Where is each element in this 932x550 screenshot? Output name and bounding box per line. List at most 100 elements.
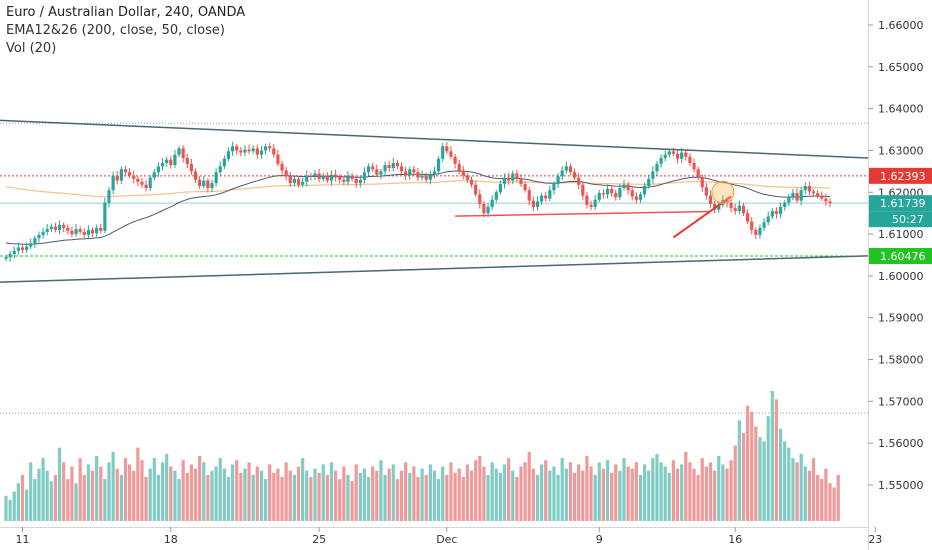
- candle-body: [465, 175, 470, 180]
- candle-body: [605, 188, 610, 195]
- volume-bar: [317, 472, 321, 521]
- time-tick-label: 9: [596, 533, 603, 546]
- volume-bar: [811, 458, 816, 521]
- candle-body: [366, 166, 371, 173]
- volume-bar: [391, 464, 395, 521]
- candle-body: [474, 184, 478, 195]
- volume-bar: [519, 466, 523, 521]
- candle-body: [783, 202, 787, 207]
- candle-body: [181, 148, 185, 158]
- candle-body: [741, 205, 746, 214]
- volume-bar: [128, 464, 132, 521]
- candle-body: [585, 195, 589, 205]
- candle-body: [704, 187, 708, 196]
- volume-bar: [74, 483, 78, 521]
- volume-bar: [329, 462, 334, 521]
- time-tick-label: 25: [312, 533, 326, 546]
- candle-body: [119, 169, 123, 181]
- volume-bar: [428, 464, 432, 521]
- candle-body: [494, 192, 498, 200]
- volume-bar: [412, 466, 416, 521]
- candle-body: [408, 169, 412, 176]
- candle-body: [66, 227, 70, 231]
- candle-body: [41, 232, 45, 235]
- volume-bar: [53, 474, 58, 521]
- volume-bar: [49, 481, 53, 521]
- candle-body: [762, 222, 766, 228]
- volume-bar: [342, 466, 346, 521]
- candle-body: [437, 158, 441, 172]
- volume-bar: [774, 399, 779, 521]
- candle-body: [25, 246, 29, 250]
- price-tick-label: 1.57000: [878, 395, 924, 408]
- candle-body: [95, 227, 99, 234]
- volume-bar: [404, 462, 408, 521]
- volume-bar: [235, 460, 239, 521]
- price-tick-label: 1.55000: [878, 479, 924, 492]
- candle-body: [90, 229, 95, 234]
- volume-bar: [684, 451, 688, 521]
- volume-bar: [86, 464, 90, 521]
- volume-bar: [181, 460, 185, 521]
- volume-bar: [140, 460, 144, 521]
- candle-body: [399, 166, 404, 172]
- volume-bar: [577, 464, 581, 521]
- candle-body: [593, 199, 597, 207]
- volume-indicator-label: Vol (20): [6, 41, 57, 56]
- candle-body: [717, 204, 721, 210]
- volume-bar: [469, 470, 474, 521]
- price-axis[interactable]: 1.660001.650001.640001.630001.620001.610…: [868, 0, 924, 550]
- candle-body: [371, 166, 375, 170]
- volume-bar: [239, 472, 243, 521]
- volume-bar: [803, 466, 807, 521]
- candle-body: [519, 178, 523, 184]
- volume-bar: [268, 464, 272, 521]
- candle-body: [305, 175, 309, 182]
- price-tick-label: 1.63000: [878, 144, 924, 157]
- candle-body: [651, 171, 655, 179]
- candle-body: [502, 177, 507, 184]
- volume-bar: [564, 468, 568, 521]
- chart-legend: Euro / Australian Dollar, 240, OANDA EMA…: [6, 4, 245, 58]
- volume-bar: [795, 462, 799, 521]
- volume-bar: [165, 453, 169, 521]
- time-axis[interactable]: 11 18 25 Dec 9 16 23: [0, 527, 882, 546]
- volume-bar: [572, 472, 577, 521]
- volume-bar: [292, 474, 296, 521]
- candle-body: [379, 171, 383, 175]
- volume-bar: [95, 456, 99, 521]
- volume-bar: [243, 468, 247, 521]
- candle-body: [803, 186, 807, 191]
- candle-body: [614, 193, 618, 198]
- candle-body: [828, 201, 832, 204]
- volume-bar: [276, 468, 280, 521]
- candle-body: [358, 179, 362, 184]
- candle-body: [791, 193, 795, 198]
- candle-body: [185, 157, 189, 164]
- candle-body: [334, 174, 338, 178]
- candle-body: [498, 183, 502, 193]
- time-tick-label: 11: [15, 533, 29, 546]
- green-level-tag: 1.60476: [880, 250, 926, 263]
- candle-body: [247, 149, 251, 152]
- candle-body: [288, 176, 292, 184]
- candle-body: [647, 178, 651, 186]
- candle-body: [799, 190, 803, 201]
- volume-bar: [358, 472, 362, 521]
- volume-bar: [449, 462, 453, 521]
- candle-body: [816, 193, 820, 196]
- volume-bar: [214, 466, 218, 521]
- volume-bar: [474, 460, 478, 521]
- volume-bar: [309, 476, 313, 521]
- volume-bar: [354, 464, 358, 521]
- candle-body: [338, 177, 342, 180]
- time-tick-label: 18: [164, 533, 178, 546]
- green-level-tag-bg: [869, 248, 932, 265]
- candle-body: [272, 148, 276, 155]
- candle-body: [564, 166, 568, 171]
- highlight-circle: [711, 180, 735, 204]
- volume-bar: [280, 476, 284, 521]
- candle-body: [387, 165, 391, 169]
- volume-bar: [498, 472, 502, 521]
